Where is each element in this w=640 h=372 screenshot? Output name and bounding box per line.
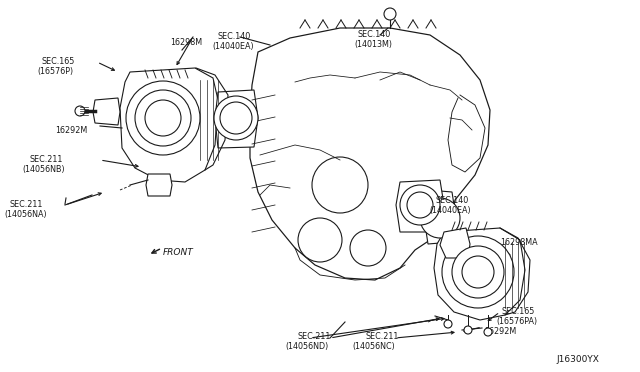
Text: (14056NC): (14056NC): [352, 342, 395, 351]
Circle shape: [400, 185, 440, 225]
Text: SEC.211: SEC.211: [30, 155, 63, 164]
Text: SEC.165: SEC.165: [502, 307, 536, 316]
Text: FRONT: FRONT: [163, 248, 194, 257]
Text: (16576PA): (16576PA): [496, 317, 537, 326]
Polygon shape: [434, 228, 525, 320]
Circle shape: [384, 8, 396, 20]
Text: SEC.211: SEC.211: [10, 200, 44, 209]
Text: (14013M): (14013M): [354, 40, 392, 49]
Polygon shape: [440, 228, 470, 258]
Text: SEC.140: SEC.140: [436, 196, 469, 205]
Circle shape: [420, 198, 460, 238]
Circle shape: [312, 157, 368, 213]
Text: 16292M: 16292M: [55, 126, 87, 135]
Text: SEC.211: SEC.211: [298, 332, 332, 341]
Polygon shape: [93, 98, 120, 125]
Circle shape: [444, 320, 452, 328]
Polygon shape: [146, 174, 172, 196]
Circle shape: [75, 106, 85, 116]
Circle shape: [464, 326, 472, 334]
Circle shape: [135, 90, 191, 146]
Text: (16576P): (16576P): [37, 67, 73, 76]
Text: J16300YX: J16300YX: [556, 355, 599, 364]
Text: 16298MA: 16298MA: [500, 238, 538, 247]
Text: (14056ND): (14056ND): [285, 342, 328, 351]
Circle shape: [298, 218, 342, 262]
Text: (14056NB): (14056NB): [22, 165, 65, 174]
Polygon shape: [120, 68, 218, 182]
Polygon shape: [424, 190, 456, 244]
Circle shape: [214, 96, 258, 140]
Text: SEC.140: SEC.140: [358, 30, 391, 39]
Polygon shape: [396, 180, 444, 232]
Circle shape: [442, 236, 514, 308]
Text: 16298M: 16298M: [170, 38, 202, 47]
Polygon shape: [250, 28, 490, 280]
Text: 16292M: 16292M: [484, 327, 516, 336]
Text: SEC.165: SEC.165: [42, 57, 76, 66]
Text: (14056NA): (14056NA): [4, 210, 47, 219]
Circle shape: [126, 81, 200, 155]
Text: (14040EA): (14040EA): [212, 42, 253, 51]
Polygon shape: [215, 90, 258, 148]
Text: (14040EA): (14040EA): [429, 206, 470, 215]
Circle shape: [484, 328, 492, 336]
Circle shape: [350, 230, 386, 266]
Circle shape: [452, 246, 504, 298]
Text: SEC.211: SEC.211: [365, 332, 398, 341]
Text: SEC.140: SEC.140: [218, 32, 252, 41]
